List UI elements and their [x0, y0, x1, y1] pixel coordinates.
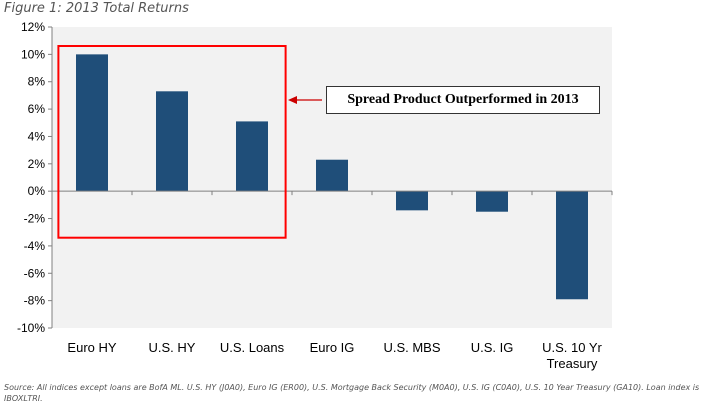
y-tick-label: -2% — [24, 212, 46, 226]
highlight-box — [57, 45, 287, 239]
bar-u-s-10-yr-treasury — [556, 191, 588, 300]
y-tick-label: 0% — [28, 184, 46, 198]
category-label: Euro HY — [67, 340, 116, 355]
highlight-overlay — [57, 45, 322, 239]
annotation-arrowhead — [288, 96, 297, 104]
bar-euro-hy — [76, 54, 108, 192]
y-axis: -10% -8% -6% -4% -2% 0% 2% 4% 6% 8% 10% 12% — [17, 20, 53, 335]
y-tick-label: -8% — [24, 294, 46, 308]
y-tick-label: 10% — [21, 47, 45, 61]
bar-u-s-loans — [236, 121, 268, 192]
category-label: U.S. IG — [471, 340, 514, 355]
chart-title: Figure 1: 2013 Total Returns — [4, 1, 189, 16]
bar-u-s-mbs — [396, 191, 428, 211]
category-label: Treasury — [547, 356, 598, 371]
annotation-callout: Spread Product Outperformed in 2013 — [326, 86, 600, 114]
y-tick-label: -4% — [24, 239, 46, 253]
category-label: Euro IG — [310, 340, 355, 355]
y-tick-label: 12% — [21, 20, 45, 34]
y-tick-label: 6% — [28, 102, 46, 116]
y-tick-label: 4% — [28, 129, 46, 143]
category-label: U.S. 10 Yr — [542, 340, 602, 355]
bar-euro-ig — [316, 159, 348, 192]
bar-u-s-hy — [156, 91, 188, 192]
category-label: U.S. HY — [149, 340, 196, 355]
y-tick-label: -10% — [17, 321, 45, 335]
bar-chart: -10% -8% -6% -4% -2% 0% 2% 4% 6% 8% 10% 12% Euro HY… — [17, 20, 613, 371]
y-tick-label: 2% — [28, 157, 46, 171]
category-label: U.S. MBS — [383, 340, 440, 355]
category-label: U.S. Loans — [220, 340, 285, 355]
y-tick-label: 8% — [28, 75, 46, 89]
y-tick-label: -6% — [24, 266, 46, 280]
x-axis: Euro HY U.S. HY U.S. Loans Euro IG U.S. MBS U… — [51, 190, 613, 371]
bar-u-s-ig — [476, 191, 508, 212]
bars — [76, 54, 588, 300]
chart-canvas: -10% -8% -6% -4% -2% 0% 2% 4% 6% 8% 10% 12% Euro HY… — [17, 20, 613, 371]
source-note: Source: All indices except loans are Bof… — [4, 383, 700, 403]
